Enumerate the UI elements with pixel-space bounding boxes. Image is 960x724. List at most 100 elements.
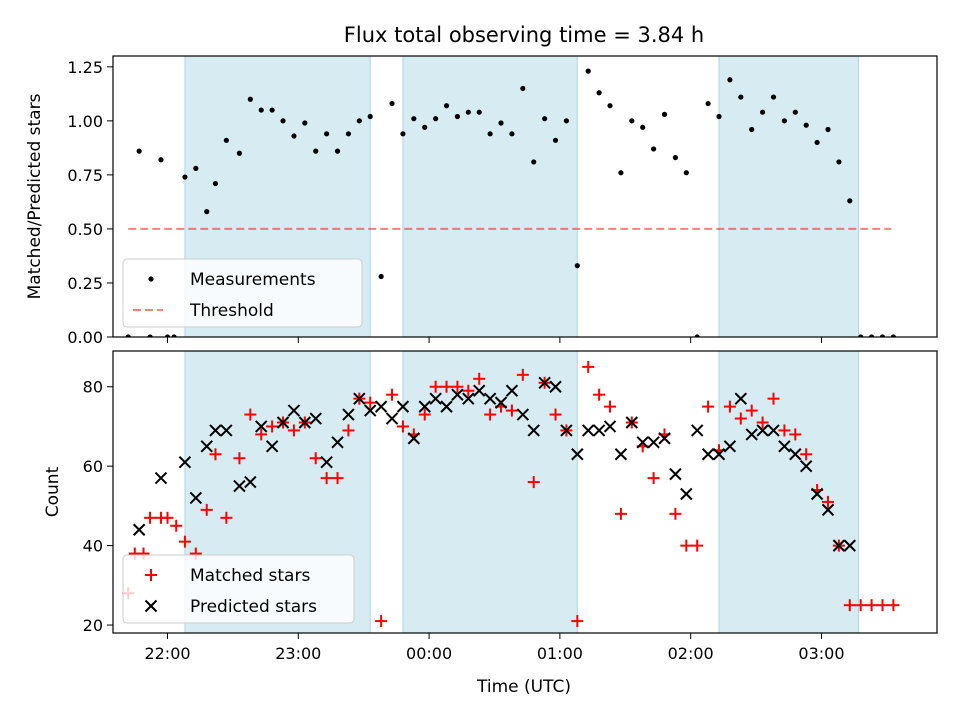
predicted-star-point: [483, 392, 497, 405]
x-stroke-b: [209, 424, 222, 437]
matched-star-point: [161, 511, 174, 524]
measurement-point: [618, 170, 624, 176]
measurement-point: [345, 131, 352, 137]
measurement-point: [378, 273, 384, 280]
predicted-star-point: [799, 459, 813, 473]
measurement-point: [672, 154, 679, 161]
predicted-star-point: [701, 448, 715, 461]
x-stroke-b: [745, 428, 758, 441]
matched-star-point: [549, 408, 562, 421]
matched-star-point: [309, 452, 322, 465]
x-stroke-b: [756, 424, 769, 437]
measurement-point: [171, 334, 177, 337]
x-stroke-b: [255, 420, 268, 433]
x-stroke-b: [407, 432, 421, 445]
x-stroke-b: [233, 479, 246, 493]
y-tick-label: 0.75: [67, 166, 103, 185]
x-tick-label: 23:00: [275, 644, 321, 663]
predicted-star-point: [734, 392, 748, 405]
chart-title: Flux total observing time = 3.84 h: [344, 23, 704, 47]
measurement-point: [465, 109, 471, 115]
matched-star-point: [209, 448, 222, 461]
predicted-star-point: [287, 404, 301, 417]
measurement-point: [204, 209, 210, 215]
x-stroke-b: [778, 440, 791, 453]
x-stroke-b: [691, 424, 704, 437]
y-tick-label: 0.25: [67, 274, 103, 293]
measurement-point: [694, 334, 700, 337]
matched-star-point: [822, 495, 835, 508]
predicted-star-point: [658, 432, 671, 445]
x-stroke-b: [353, 392, 366, 405]
matched-star-point: [331, 472, 344, 485]
measurement-point: [280, 118, 286, 124]
x-stroke-b: [636, 436, 649, 449]
legend-label: Measurements: [190, 270, 316, 290]
matched-star-point: [582, 360, 595, 373]
x-stroke-b: [451, 388, 464, 401]
matched-star-point: [484, 408, 497, 421]
matched-star-point: [789, 428, 802, 441]
x-stroke-b: [462, 392, 475, 405]
x-axis-label: Time (UTC): [476, 677, 571, 697]
measurement-point: [770, 94, 777, 100]
matched-star-point: [418, 408, 431, 421]
x-stroke-b: [189, 491, 203, 505]
predicted-star-point: [451, 388, 464, 401]
x-stroke-b: [298, 416, 312, 429]
matched-star-point: [462, 384, 475, 397]
matched-star-point: [680, 539, 693, 552]
matched-star-point: [527, 476, 540, 489]
predicted-star-point: [320, 456, 333, 469]
measurement-point: [212, 180, 219, 187]
predicted-star-point: [132, 523, 146, 536]
predicted-star-point: [494, 396, 508, 409]
measurement-point: [890, 334, 897, 337]
measurement-point: [749, 126, 755, 133]
x-stroke-b: [331, 436, 344, 449]
predicted-star-point: [331, 436, 344, 449]
x-tick-label: 02:00: [668, 644, 714, 663]
legend: Matched stars Predicted stars: [122, 554, 355, 624]
matched-star-point: [342, 424, 355, 437]
x-stroke-b: [603, 420, 617, 433]
measurement-point: [847, 198, 853, 204]
measurement-point: [552, 137, 559, 143]
matched-star-point: [767, 392, 780, 405]
measurement-point: [258, 107, 264, 113]
matched-star-point: [865, 599, 878, 612]
measurement-point: [476, 109, 482, 115]
predicted-star-point: [843, 539, 857, 552]
matched-star-point: [614, 507, 627, 520]
predicted-star-point: [440, 400, 453, 413]
matched-star-point: [691, 539, 704, 552]
x-stroke-b: [132, 523, 146, 536]
predicted-star-point: [342, 408, 355, 421]
y-tick-label: 20: [83, 616, 103, 635]
predicted-star-point: [647, 436, 660, 449]
top-panel: 0.00 0.25 0.50 0.75 1.00 1.25 Matched/Predicte…: [25, 55, 938, 347]
predicted-star-point: [767, 424, 780, 437]
matched-star-point: [778, 424, 791, 437]
x-stroke-b: [767, 424, 780, 437]
predicted-star-point: [582, 424, 595, 437]
x-stroke-b: [669, 467, 682, 481]
predicted-star-point: [571, 448, 584, 461]
measurement-point: [607, 103, 613, 109]
measurement-point: [683, 170, 689, 176]
matched-star-point: [734, 412, 747, 425]
measurement-point: [411, 116, 417, 122]
x-stroke-b: [265, 440, 279, 453]
matched-star-point: [320, 472, 333, 485]
matched-star-point: [287, 424, 300, 437]
predicted-star-point: [669, 467, 682, 481]
x-stroke-b: [549, 380, 562, 393]
predicted-star-point: [723, 440, 737, 453]
predicted-star-point: [462, 392, 475, 405]
plot-area: [122, 360, 900, 628]
x-stroke-b: [494, 396, 508, 409]
measurement-point: [705, 100, 711, 107]
x-stroke-b: [309, 412, 322, 425]
y-tick-label: 1.25: [67, 58, 103, 77]
x-stroke-b: [418, 400, 431, 413]
